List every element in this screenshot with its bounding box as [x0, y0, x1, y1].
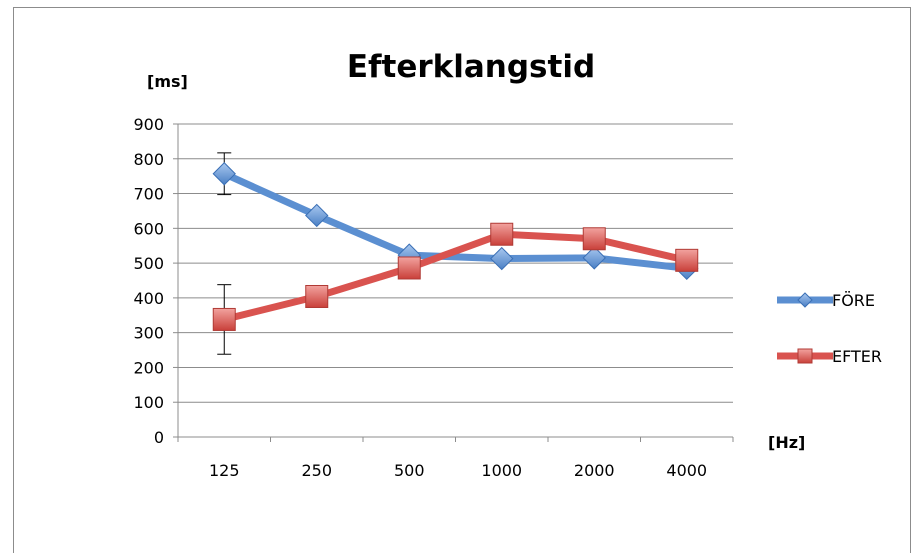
x-axis-ticks: 125 250 500 1000 2000 4000 — [177, 437, 734, 480]
x-tick-label: 4000 — [666, 461, 707, 480]
series-line — [220, 170, 691, 272]
series-före — [212, 152, 699, 281]
square-marker — [212, 307, 236, 331]
legend: FÖRE EFTER — [777, 291, 882, 366]
y-tick-label: 500 — [133, 254, 164, 273]
series-efter — [212, 222, 699, 355]
y-tick-label: 800 — [133, 150, 164, 169]
chart-frame — [13, 7, 911, 553]
x-axis-unit-label: [Hz] — [768, 433, 805, 452]
x-tick-label: 250 — [301, 461, 332, 480]
series-line — [220, 230, 691, 323]
legend-item-före: FÖRE — [777, 291, 875, 310]
diamond-marker — [305, 203, 329, 228]
y-tick-label: 700 — [133, 185, 164, 204]
x-tick-label: 125 — [209, 461, 240, 480]
legend-label: EFTER — [832, 347, 882, 366]
legend-label: FÖRE — [832, 291, 875, 310]
y-tick-label: 200 — [133, 358, 164, 377]
diamond-marker — [582, 246, 606, 270]
series-lines — [212, 152, 699, 355]
square-marker — [305, 284, 329, 308]
y-tick-label: 300 — [133, 324, 164, 343]
diamond-marker — [212, 162, 236, 186]
chart-title: Efterklangstid — [347, 49, 595, 85]
x-tick-label: 2000 — [574, 461, 615, 480]
y-tick-label: 400 — [133, 289, 164, 308]
square-marker — [397, 256, 421, 280]
y-tick-label: 0 — [154, 428, 164, 447]
square-marker — [675, 248, 699, 272]
y-tick-label: 100 — [133, 393, 164, 412]
square-marker — [582, 227, 606, 251]
x-tick-label: 1000 — [481, 461, 522, 480]
diamond-marker — [797, 292, 813, 308]
y-axis-ticks: 0 100 200 300 400 500 600 700 800 900 — [133, 115, 178, 447]
y-axis-unit-label: [ms] — [147, 72, 188, 91]
diamond-marker — [490, 246, 514, 271]
y-tick-label: 600 — [133, 219, 164, 238]
x-tick-label: 500 — [394, 461, 425, 480]
legend-item-efter: EFTER — [777, 347, 882, 366]
axes — [177, 124, 733, 438]
square-marker — [797, 348, 813, 364]
square-marker — [490, 222, 514, 246]
y-tick-label: 900 — [133, 115, 164, 134]
